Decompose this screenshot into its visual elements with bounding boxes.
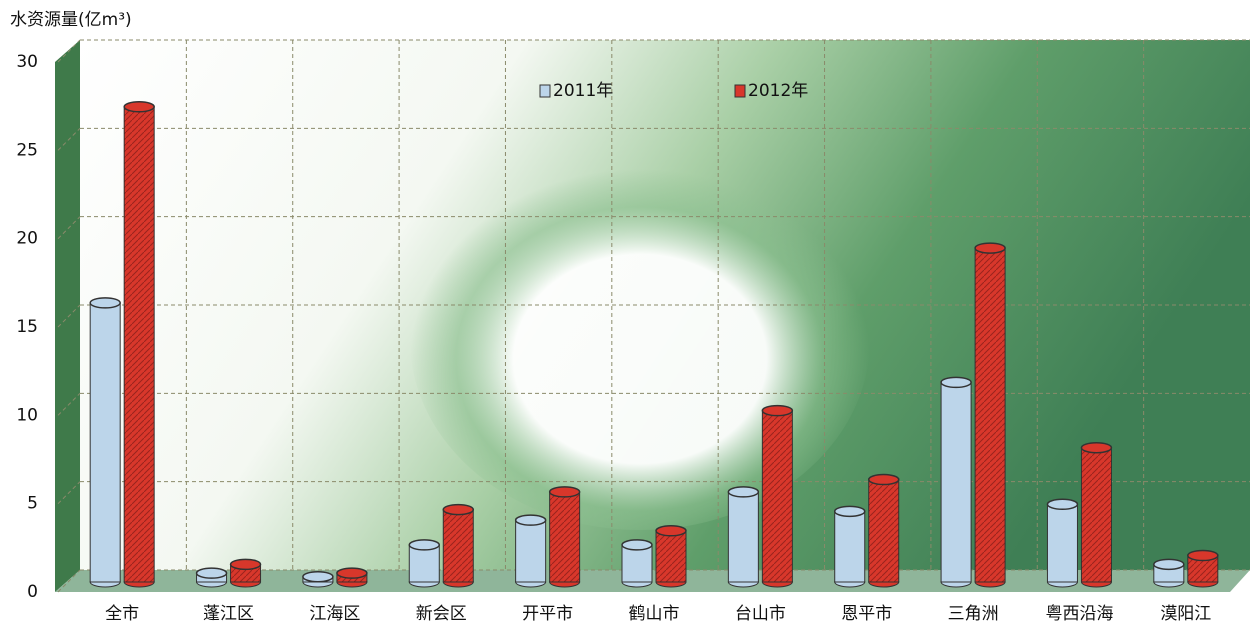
bar-texture	[1081, 447, 1112, 582]
y-tick-label: 0	[27, 582, 38, 602]
bar-top	[336, 567, 368, 579]
bar-texture	[443, 509, 474, 582]
bar	[867, 473, 900, 588]
bar-texture	[549, 491, 580, 582]
y-tick-label: 15	[16, 317, 38, 337]
bar-body	[408, 544, 440, 583]
bar-top	[1187, 549, 1219, 562]
x-tick-label: 三角洲	[948, 604, 999, 624]
bar	[655, 525, 687, 588]
bar	[974, 242, 1006, 588]
axis-title: 水资源量(亿m³)	[10, 10, 132, 30]
bar-top	[195, 567, 228, 579]
plot	[57, 39, 1250, 593]
legend-swatch	[539, 84, 551, 98]
y-tick-label: 5	[27, 494, 38, 514]
bar	[442, 503, 475, 588]
bar	[514, 514, 547, 588]
x-tick-label: 粤西沿海	[1045, 604, 1113, 624]
y-tick-label: 30	[16, 52, 38, 72]
bar-top	[655, 525, 687, 537]
bar	[89, 297, 121, 588]
x-tick-label: 台山市	[735, 604, 786, 624]
bar-top	[761, 404, 794, 417]
bar	[727, 486, 760, 588]
bar	[336, 567, 368, 588]
bar-texture	[975, 248, 1006, 582]
bar-top	[940, 376, 972, 389]
bar-texture	[656, 530, 686, 582]
grid-line	[57, 569, 81, 593]
bar-body	[1046, 503, 1078, 583]
legend-label: 2012年	[748, 81, 808, 101]
bar-top	[974, 242, 1006, 254]
grid-line	[57, 39, 81, 63]
bar-body	[89, 302, 121, 583]
x-tick-label: 全市	[105, 604, 139, 624]
y-tick-label: 10	[16, 405, 38, 425]
bar-body	[834, 510, 866, 583]
x-tick-label: 开平市	[522, 604, 573, 624]
bar-top	[408, 539, 441, 551]
bar-top	[727, 486, 760, 498]
x-tick-label: 恩平市	[841, 604, 892, 624]
grid-line	[57, 392, 81, 416]
bar	[408, 539, 441, 588]
bar	[1080, 441, 1113, 588]
bar-top	[442, 503, 475, 516]
legend-label: 2011年	[553, 81, 613, 101]
grid-line	[57, 481, 81, 505]
x-tick-label: 漠阳江	[1160, 604, 1211, 624]
bar-top	[548, 486, 581, 498]
side-wall	[55, 40, 80, 592]
bar-top	[621, 539, 653, 551]
grid-line	[57, 216, 81, 240]
bar	[195, 567, 228, 588]
bar-top	[123, 101, 155, 113]
grid-line	[57, 127, 81, 151]
bar	[1153, 558, 1185, 588]
bar	[302, 570, 334, 588]
grid-line	[57, 304, 81, 328]
y-tick-label: 25	[16, 140, 38, 160]
bar	[123, 101, 155, 588]
bar-texture	[762, 410, 793, 582]
x-tick-label: 江海区	[309, 604, 360, 624]
bar-top	[1080, 441, 1113, 454]
bar-top	[302, 570, 334, 583]
bar-texture	[868, 479, 899, 582]
bar-top	[1153, 558, 1185, 571]
bar-body	[940, 381, 972, 583]
bar-top	[89, 297, 121, 309]
bar-top	[514, 514, 547, 526]
bar	[1046, 498, 1079, 588]
bar	[940, 376, 972, 588]
bar-top	[229, 558, 262, 571]
bar	[1187, 549, 1219, 588]
legend: 2011年 2012年	[539, 81, 808, 101]
y-tick-label: 20	[16, 229, 38, 249]
bar-top	[833, 505, 866, 518]
bar-body	[515, 519, 547, 583]
x-tick-label: 新会区	[416, 604, 467, 624]
bar	[229, 558, 262, 588]
x-tick-label: 鹤山市	[629, 604, 680, 624]
bar	[833, 505, 866, 588]
x-tick-label: 蓬江区	[203, 604, 254, 624]
bar-texture	[124, 106, 155, 583]
bar	[621, 539, 653, 588]
wave-curl	[410, 150, 870, 530]
bar-top	[1046, 498, 1079, 511]
bar	[761, 404, 794, 588]
bar	[548, 486, 581, 588]
legend-swatch	[734, 84, 746, 98]
bar-top	[867, 473, 900, 486]
bar-body	[727, 491, 759, 583]
